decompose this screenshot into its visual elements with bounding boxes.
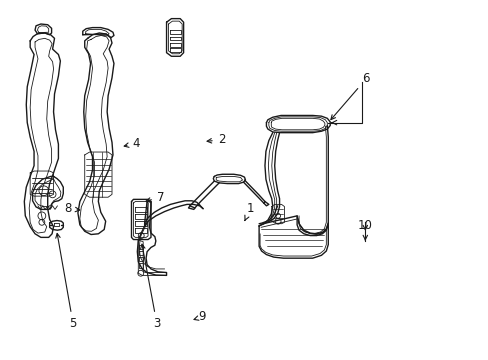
Text: 10: 10	[357, 219, 372, 232]
Text: 1: 1	[244, 202, 254, 221]
Text: 7: 7	[146, 191, 164, 204]
Text: 9: 9	[194, 310, 205, 324]
Text: 5: 5	[56, 233, 77, 330]
Text: 2: 2	[207, 133, 225, 146]
Text: 4: 4	[124, 137, 140, 150]
Text: 3: 3	[141, 244, 160, 330]
Text: 6: 6	[330, 72, 369, 120]
Text: 8: 8	[64, 202, 80, 215]
